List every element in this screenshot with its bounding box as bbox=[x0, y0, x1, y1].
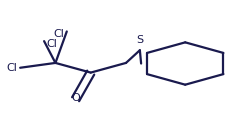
Text: Cl: Cl bbox=[47, 39, 57, 49]
Text: Cl: Cl bbox=[53, 29, 64, 39]
Text: Cl: Cl bbox=[7, 63, 18, 73]
Text: S: S bbox=[136, 35, 143, 45]
Text: O: O bbox=[71, 93, 80, 103]
